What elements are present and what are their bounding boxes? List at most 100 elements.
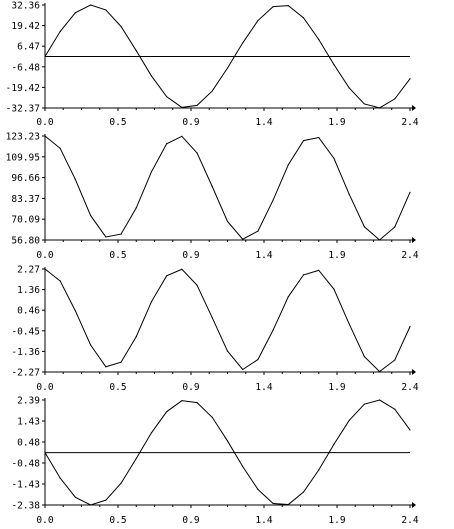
- data-point: [333, 64, 335, 66]
- data-point: [363, 355, 365, 358]
- data-point: [272, 329, 274, 331]
- x-tick-label: 0.0: [36, 117, 53, 128]
- data-point: [242, 42, 244, 44]
- y-tick-label: -2.38: [11, 501, 40, 512]
- data-point: [196, 284, 198, 286]
- data-point: [135, 50, 137, 52]
- data-point: [272, 502, 274, 505]
- data-point: [166, 96, 168, 98]
- data-point: [333, 288, 335, 290]
- data-point: [394, 359, 396, 361]
- y-tick-label: 123.23: [6, 132, 40, 143]
- data-point: [120, 25, 122, 28]
- x-tick-label: 0.0: [36, 515, 53, 526]
- data-point: [242, 465, 244, 468]
- data-point: [211, 186, 213, 188]
- data-point: [150, 75, 153, 77]
- data-point: [166, 411, 168, 413]
- data-point: [120, 361, 122, 363]
- x-tick-label: 1.9: [328, 117, 345, 128]
- data-point: [302, 274, 305, 276]
- data-point: [378, 399, 381, 401]
- data-point: [348, 87, 350, 89]
- y-tick-label: -0.48: [11, 459, 40, 470]
- y-tick-label: 56.80: [11, 236, 40, 247]
- data-point: [211, 317, 213, 319]
- data-point: [333, 443, 335, 445]
- data-point: [257, 488, 259, 490]
- x-tick-label: 0.5: [109, 250, 126, 261]
- data-point: [409, 326, 411, 328]
- data-point: [44, 135, 46, 137]
- data-point: [318, 38, 320, 41]
- data-point: [181, 135, 183, 137]
- data-point: [135, 207, 137, 209]
- data-point: [181, 106, 183, 109]
- data-point: [287, 4, 289, 7]
- x-tick-label: 0.0: [36, 250, 53, 261]
- data-point: [409, 191, 411, 193]
- data-point: [226, 67, 229, 69]
- data-point: [348, 193, 350, 195]
- x-tick-label: 0.5: [109, 515, 126, 526]
- x-axis-arrow: [412, 237, 416, 243]
- data-point: [90, 4, 92, 6]
- data-point: [105, 366, 107, 368]
- data-point: [135, 457, 137, 460]
- x-tick-label: 0.9: [182, 250, 199, 261]
- data-point: [105, 499, 107, 501]
- data-point: [226, 220, 229, 223]
- data-point: [90, 214, 92, 217]
- x-tick-label: 1.9: [328, 250, 345, 261]
- data-point: [257, 358, 259, 361]
- data-point: [59, 280, 61, 282]
- data-point: [348, 323, 350, 325]
- data-point: [59, 147, 61, 150]
- data-point: [135, 336, 137, 338]
- x-tick-label: 0.5: [109, 117, 126, 128]
- data-point: [409, 78, 411, 80]
- y-tick-label: 1.43: [17, 417, 40, 428]
- y-tick-label: 70.09: [11, 215, 40, 226]
- y-tick-label: 2.27: [17, 265, 40, 276]
- y-tick-label: 19.42: [11, 21, 40, 32]
- x-tick-label: 2.4: [401, 117, 418, 128]
- x-axis-arrow: [412, 105, 416, 111]
- data-point: [257, 19, 259, 22]
- x-tick-label: 1.9: [328, 515, 345, 526]
- data-point: [302, 491, 305, 493]
- data-point: [166, 275, 168, 277]
- y-tick-label: -2.27: [11, 368, 40, 379]
- data-point: [150, 171, 153, 173]
- data-point: [363, 403, 365, 405]
- x-tick-label: 0.9: [182, 117, 199, 128]
- data-point: [105, 9, 107, 11]
- data-point: [150, 432, 153, 434]
- data-point: [394, 98, 396, 100]
- y-tick-label: 6.47: [17, 42, 40, 53]
- data-point: [272, 6, 274, 8]
- data-point: [409, 429, 411, 431]
- data-point: [211, 90, 213, 92]
- data-point: [363, 226, 365, 228]
- data-point: [394, 408, 396, 410]
- data-point: [242, 368, 244, 371]
- data-point: [287, 164, 289, 166]
- data-point: [302, 17, 305, 19]
- data-point: [378, 370, 381, 373]
- x-tick-label: 1.4: [255, 515, 272, 526]
- data-point: [196, 152, 198, 154]
- y-tick-label: 96.66: [11, 173, 40, 184]
- y-tick-label: 0.46: [17, 306, 40, 317]
- x-tick-label: 0.0: [36, 382, 53, 393]
- x-tick-label: 1.4: [255, 250, 272, 261]
- data-point: [181, 268, 183, 270]
- data-point: [378, 239, 381, 241]
- y-tick-label: 32.36: [11, 1, 40, 12]
- x-tick-label: 2.4: [401, 515, 418, 526]
- data-point: [333, 157, 335, 159]
- data-point: [302, 140, 305, 142]
- data-point: [318, 469, 320, 471]
- data-point: [74, 12, 77, 14]
